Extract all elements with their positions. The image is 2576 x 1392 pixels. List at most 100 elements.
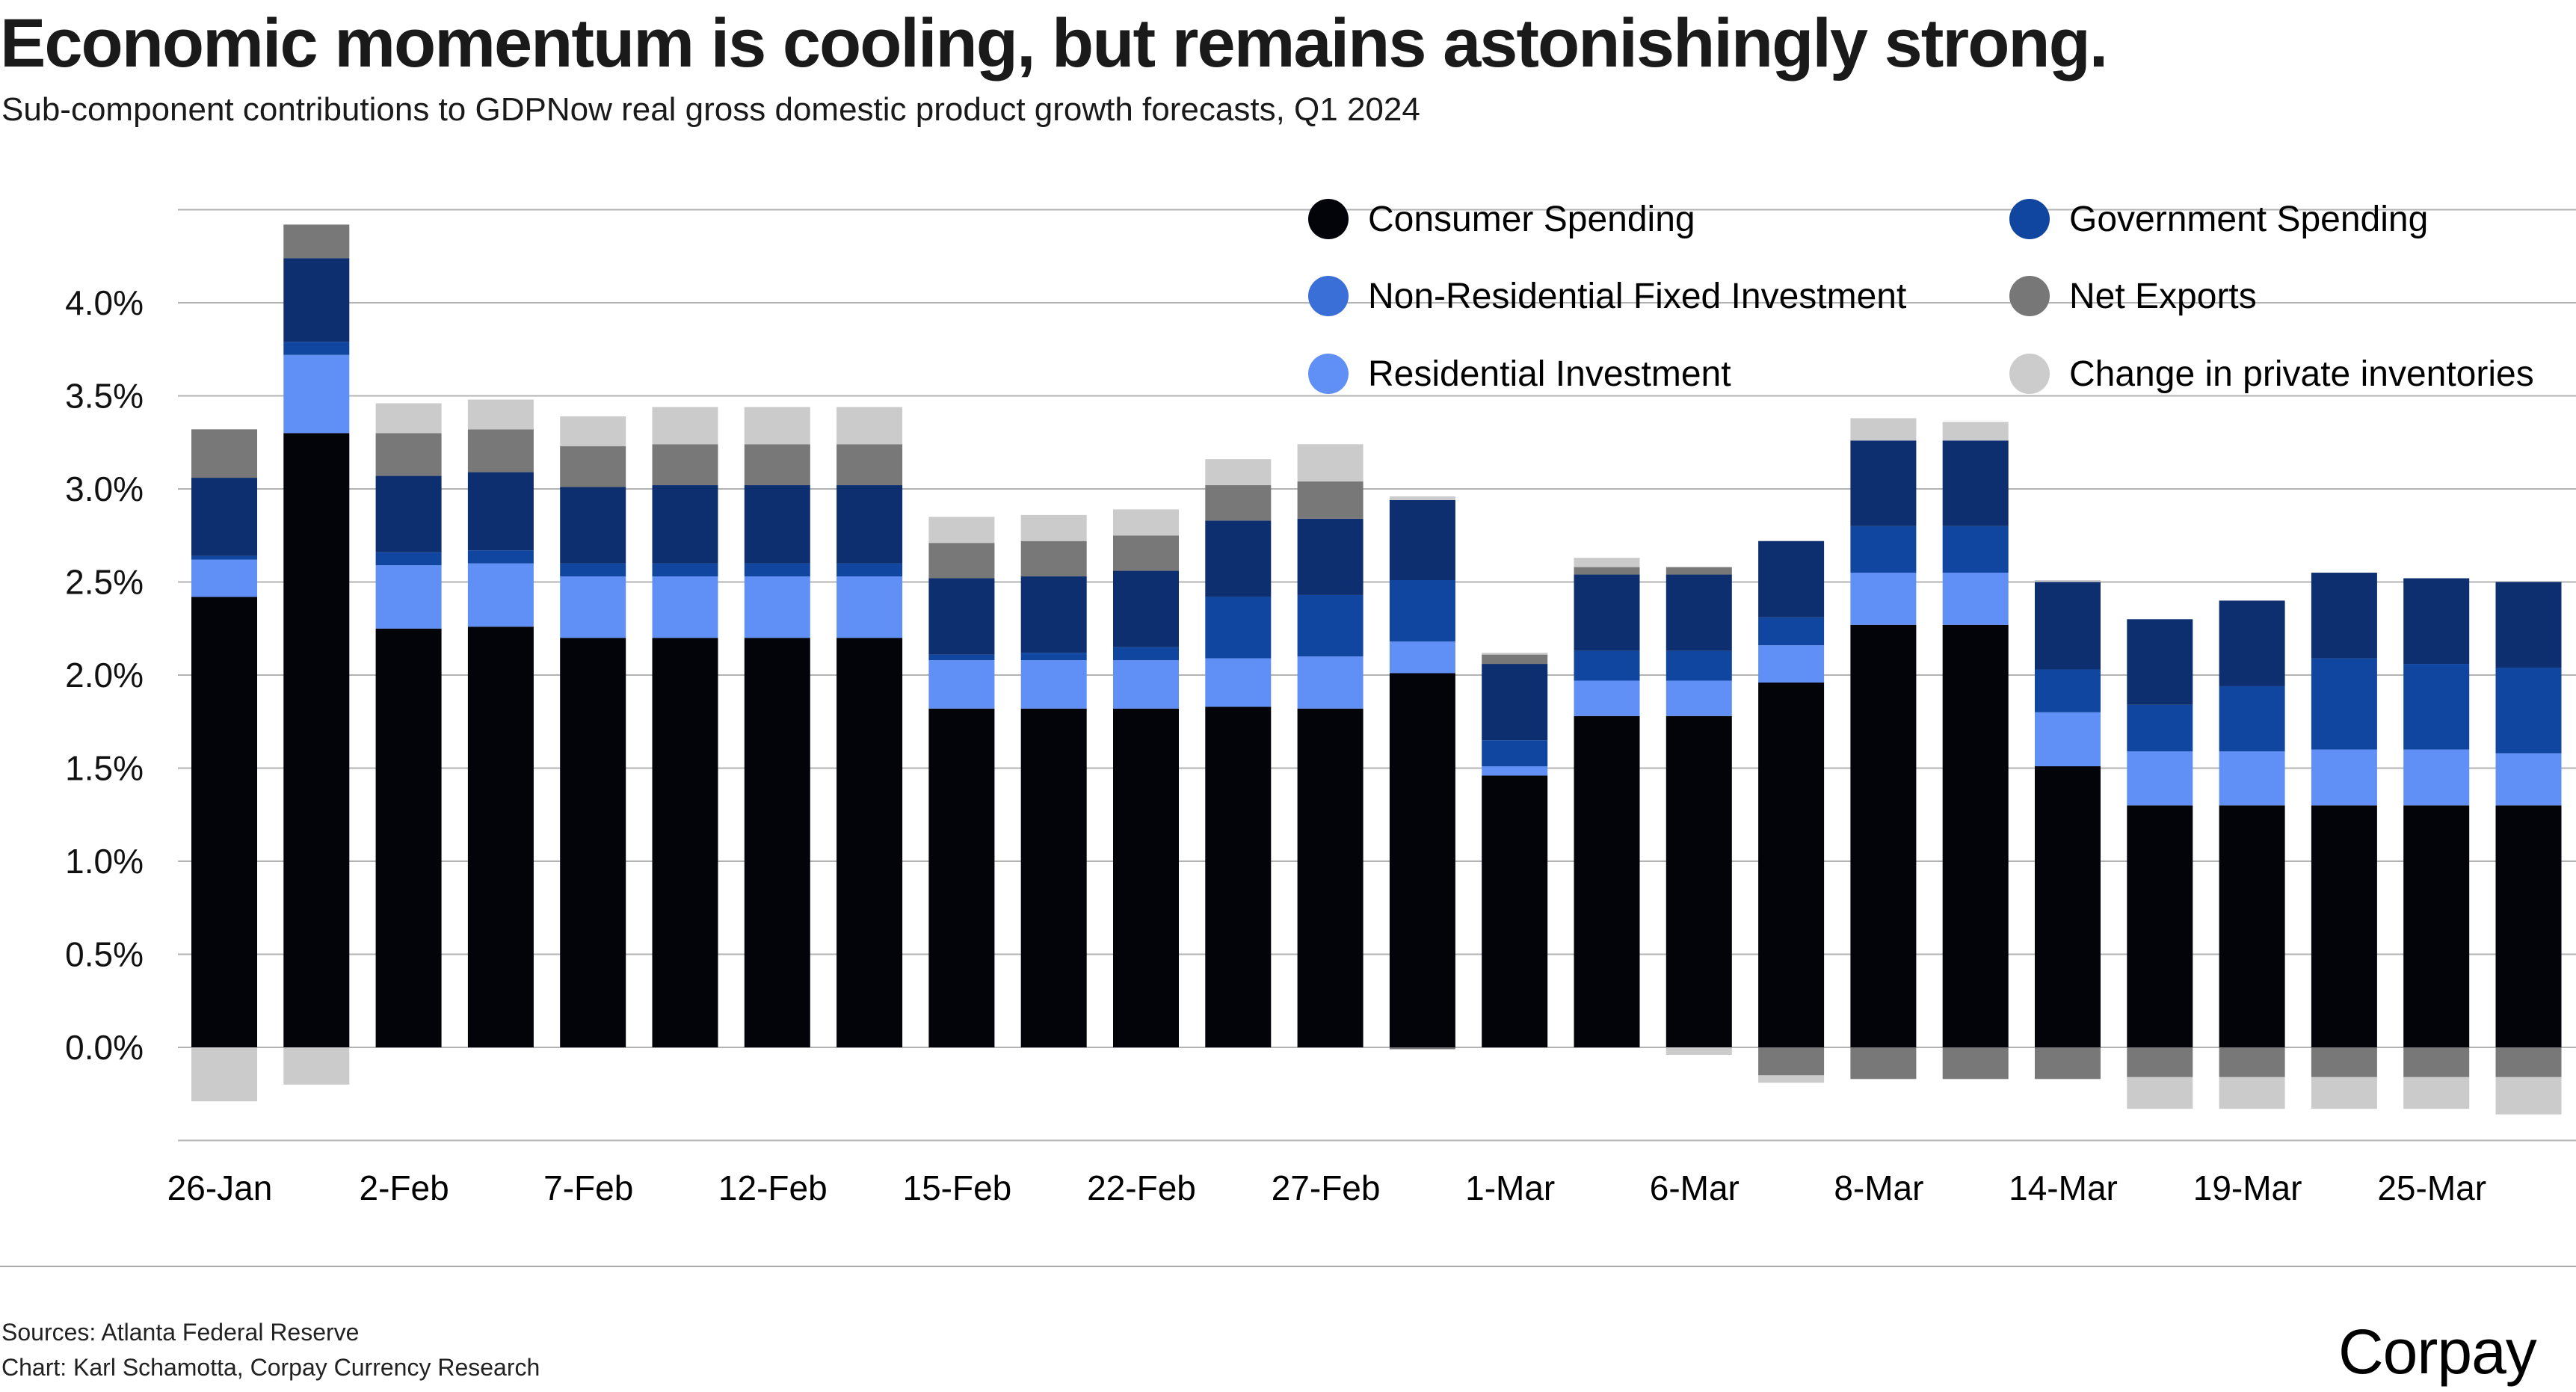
y-tick-label: 0.5%: [65, 935, 144, 974]
bar-segment-government-spending: [928, 578, 995, 655]
bar-stack: [1020, 514, 1087, 1047]
bar-stack: [1297, 444, 1364, 1047]
chart-subtitle: Sub-component contributions to GDPNow re…: [1, 91, 1420, 128]
bar-stack: [1942, 422, 2009, 1080]
x-tick-label: 27-Feb: [1272, 1168, 1381, 1207]
bar-segment-residential-investment: [1574, 680, 1640, 716]
bar-segment-residential-investment: [1482, 766, 1548, 776]
bar-segment-net-exports: [375, 433, 442, 476]
bar-segment-government-spending: [2219, 600, 2285, 686]
bar-segment-consumer-spending: [1758, 682, 1825, 1047]
bar-segment-government-spending: [1297, 518, 1364, 595]
bar-segment-consumer-spending: [1205, 706, 1272, 1047]
legend-item-net-exports[interactable]: Net Exports: [2009, 266, 2257, 326]
bar-segment-government-spending: [744, 485, 810, 564]
bar-segment-net-exports: [1850, 1047, 1917, 1080]
bar-segment-consumer-spending: [1666, 715, 1732, 1047]
legend-label: Government Spending: [2069, 199, 2429, 239]
bar-segment-net-exports: [2219, 1047, 2285, 1077]
legend-label: Net Exports: [2069, 276, 2257, 316]
bar-segment-net-exports: [1942, 1047, 2009, 1080]
bar-segment-residential-investment: [1297, 656, 1364, 709]
bar-segment-consumer-spending: [375, 628, 442, 1047]
x-tick-label: 19-Mar: [2193, 1168, 2302, 1207]
bar-segment-net-exports: [1113, 535, 1179, 571]
bar-segment-consumer-spending: [1850, 624, 1917, 1047]
bar-segment-net-exports: [560, 446, 626, 487]
bar-segment-consumer-spending: [744, 638, 810, 1047]
legend-item-non-residential-fixed-investment[interactable]: Non-Residential Fixed Investment: [1308, 266, 1906, 326]
bar-segment-residential-investment: [1942, 573, 2009, 625]
bar-stack: [1574, 558, 1640, 1047]
bar-segment-residential-investment: [2035, 712, 2101, 767]
bar-segment-non-residential-fixed-investment: [560, 563, 626, 577]
bar-segment-government-spending: [1666, 574, 1732, 651]
bar-segment-government-spending: [283, 258, 350, 342]
footer-divider: [0, 1266, 2576, 1267]
bar-stack: [2127, 619, 2193, 1109]
x-tick-label: 26-Jan: [167, 1168, 273, 1207]
legend-item-consumer-spending[interactable]: Consumer Spending: [1308, 189, 1695, 249]
bar-segment-non-residential-fixed-investment: [1297, 594, 1364, 657]
bar-segment-residential-investment: [744, 576, 810, 638]
bar-segment-consumer-spending: [2311, 805, 2377, 1047]
bar-stack: [1389, 496, 1455, 1050]
x-tick-label: 2-Feb: [360, 1168, 449, 1207]
bar-segment-change-in-private-inventories: [1482, 653, 1548, 655]
chart-credit: Chart: Karl Schamotta, Corpay Currency R…: [1, 1354, 540, 1381]
bar-segment-non-residential-fixed-investment: [2403, 664, 2470, 750]
legend-item-residential-investment[interactable]: Residential Investment: [1308, 344, 1731, 404]
bar-segment-non-residential-fixed-investment: [1389, 580, 1455, 642]
legend-swatch-icon: [2009, 199, 2050, 239]
bar-segment-consumer-spending: [1113, 708, 1179, 1047]
bar-segment-net-exports: [2495, 1047, 2562, 1077]
bar-segment-residential-investment: [191, 559, 257, 597]
bar-stack: [2219, 600, 2285, 1109]
bar-segment-non-residential-fixed-investment: [1113, 647, 1179, 661]
bar-segment-change-in-private-inventories: [1205, 459, 1272, 486]
legend-item-change-in-private-inventories[interactable]: Change in private inventories: [2009, 344, 2534, 404]
bar-segment-non-residential-fixed-investment: [283, 342, 350, 355]
x-tick-label: 12-Feb: [718, 1168, 828, 1207]
bar-segment-net-exports: [836, 444, 903, 486]
x-tick-label: 25-Mar: [2377, 1168, 2486, 1207]
bar-segment-consumer-spending: [283, 433, 350, 1047]
bar-segment-residential-investment: [2495, 753, 2562, 806]
legend-item-government-spending[interactable]: Government Spending: [2009, 189, 2428, 249]
bar-segment-net-exports: [2127, 1047, 2193, 1077]
x-tick-label: 8-Mar: [1834, 1168, 1923, 1207]
bar-stack: [375, 403, 442, 1047]
bar-segment-non-residential-fixed-investment: [2311, 658, 2377, 750]
y-tick-label: 1.0%: [65, 842, 144, 881]
bar-segment-non-residential-fixed-investment: [375, 552, 442, 566]
x-tick-label: 6-Mar: [1650, 1168, 1740, 1207]
bar-segment-net-exports: [191, 429, 257, 478]
y-axis-ticks: 0.0% 0.5% 1.0% 1.5% 2.0% 2.5% 3.0% 3.5% 4.0%: [65, 283, 144, 1067]
bar-segment-change-in-private-inventories: [2403, 1077, 2470, 1109]
bar-stack: [283, 224, 350, 1085]
bar-segment-change-in-private-inventories: [283, 1047, 350, 1085]
bar-segment-consumer-spending: [2127, 805, 2193, 1047]
bar-segment-residential-investment: [1850, 573, 1917, 625]
bar-segment-government-spending: [2311, 573, 2377, 659]
bar-segment-consumer-spending: [191, 597, 257, 1047]
bar-segment-consumer-spending: [560, 638, 626, 1047]
bar-segment-government-spending: [1482, 664, 1548, 741]
legend-swatch-icon: [1308, 276, 1349, 316]
x-axis-ticks: 26-Jan 2-Feb 7-Feb 12-Feb 15-Feb 22-Feb 27-Feb…: [167, 1168, 2486, 1207]
bar-stacks: [191, 224, 2562, 1115]
bar-segment-residential-investment: [2403, 749, 2470, 806]
bar-segment-residential-investment: [283, 354, 350, 434]
bar-stack: [1113, 509, 1179, 1047]
bar-segment-net-exports: [1205, 485, 1272, 521]
bar-stack: [652, 407, 718, 1047]
bar-segment-government-spending: [560, 487, 626, 564]
bar-segment-residential-investment: [2219, 751, 2285, 806]
bar-segment-consumer-spending: [1574, 715, 1640, 1047]
bar-segment-change-in-private-inventories: [1758, 1075, 1825, 1083]
y-tick-label: 2.5%: [65, 563, 144, 602]
bar-segment-net-exports: [744, 444, 810, 486]
bar-segment-non-residential-fixed-investment: [1020, 653, 1087, 661]
bar-stack: [2495, 582, 2562, 1115]
bar-segment-net-exports: [652, 444, 718, 486]
